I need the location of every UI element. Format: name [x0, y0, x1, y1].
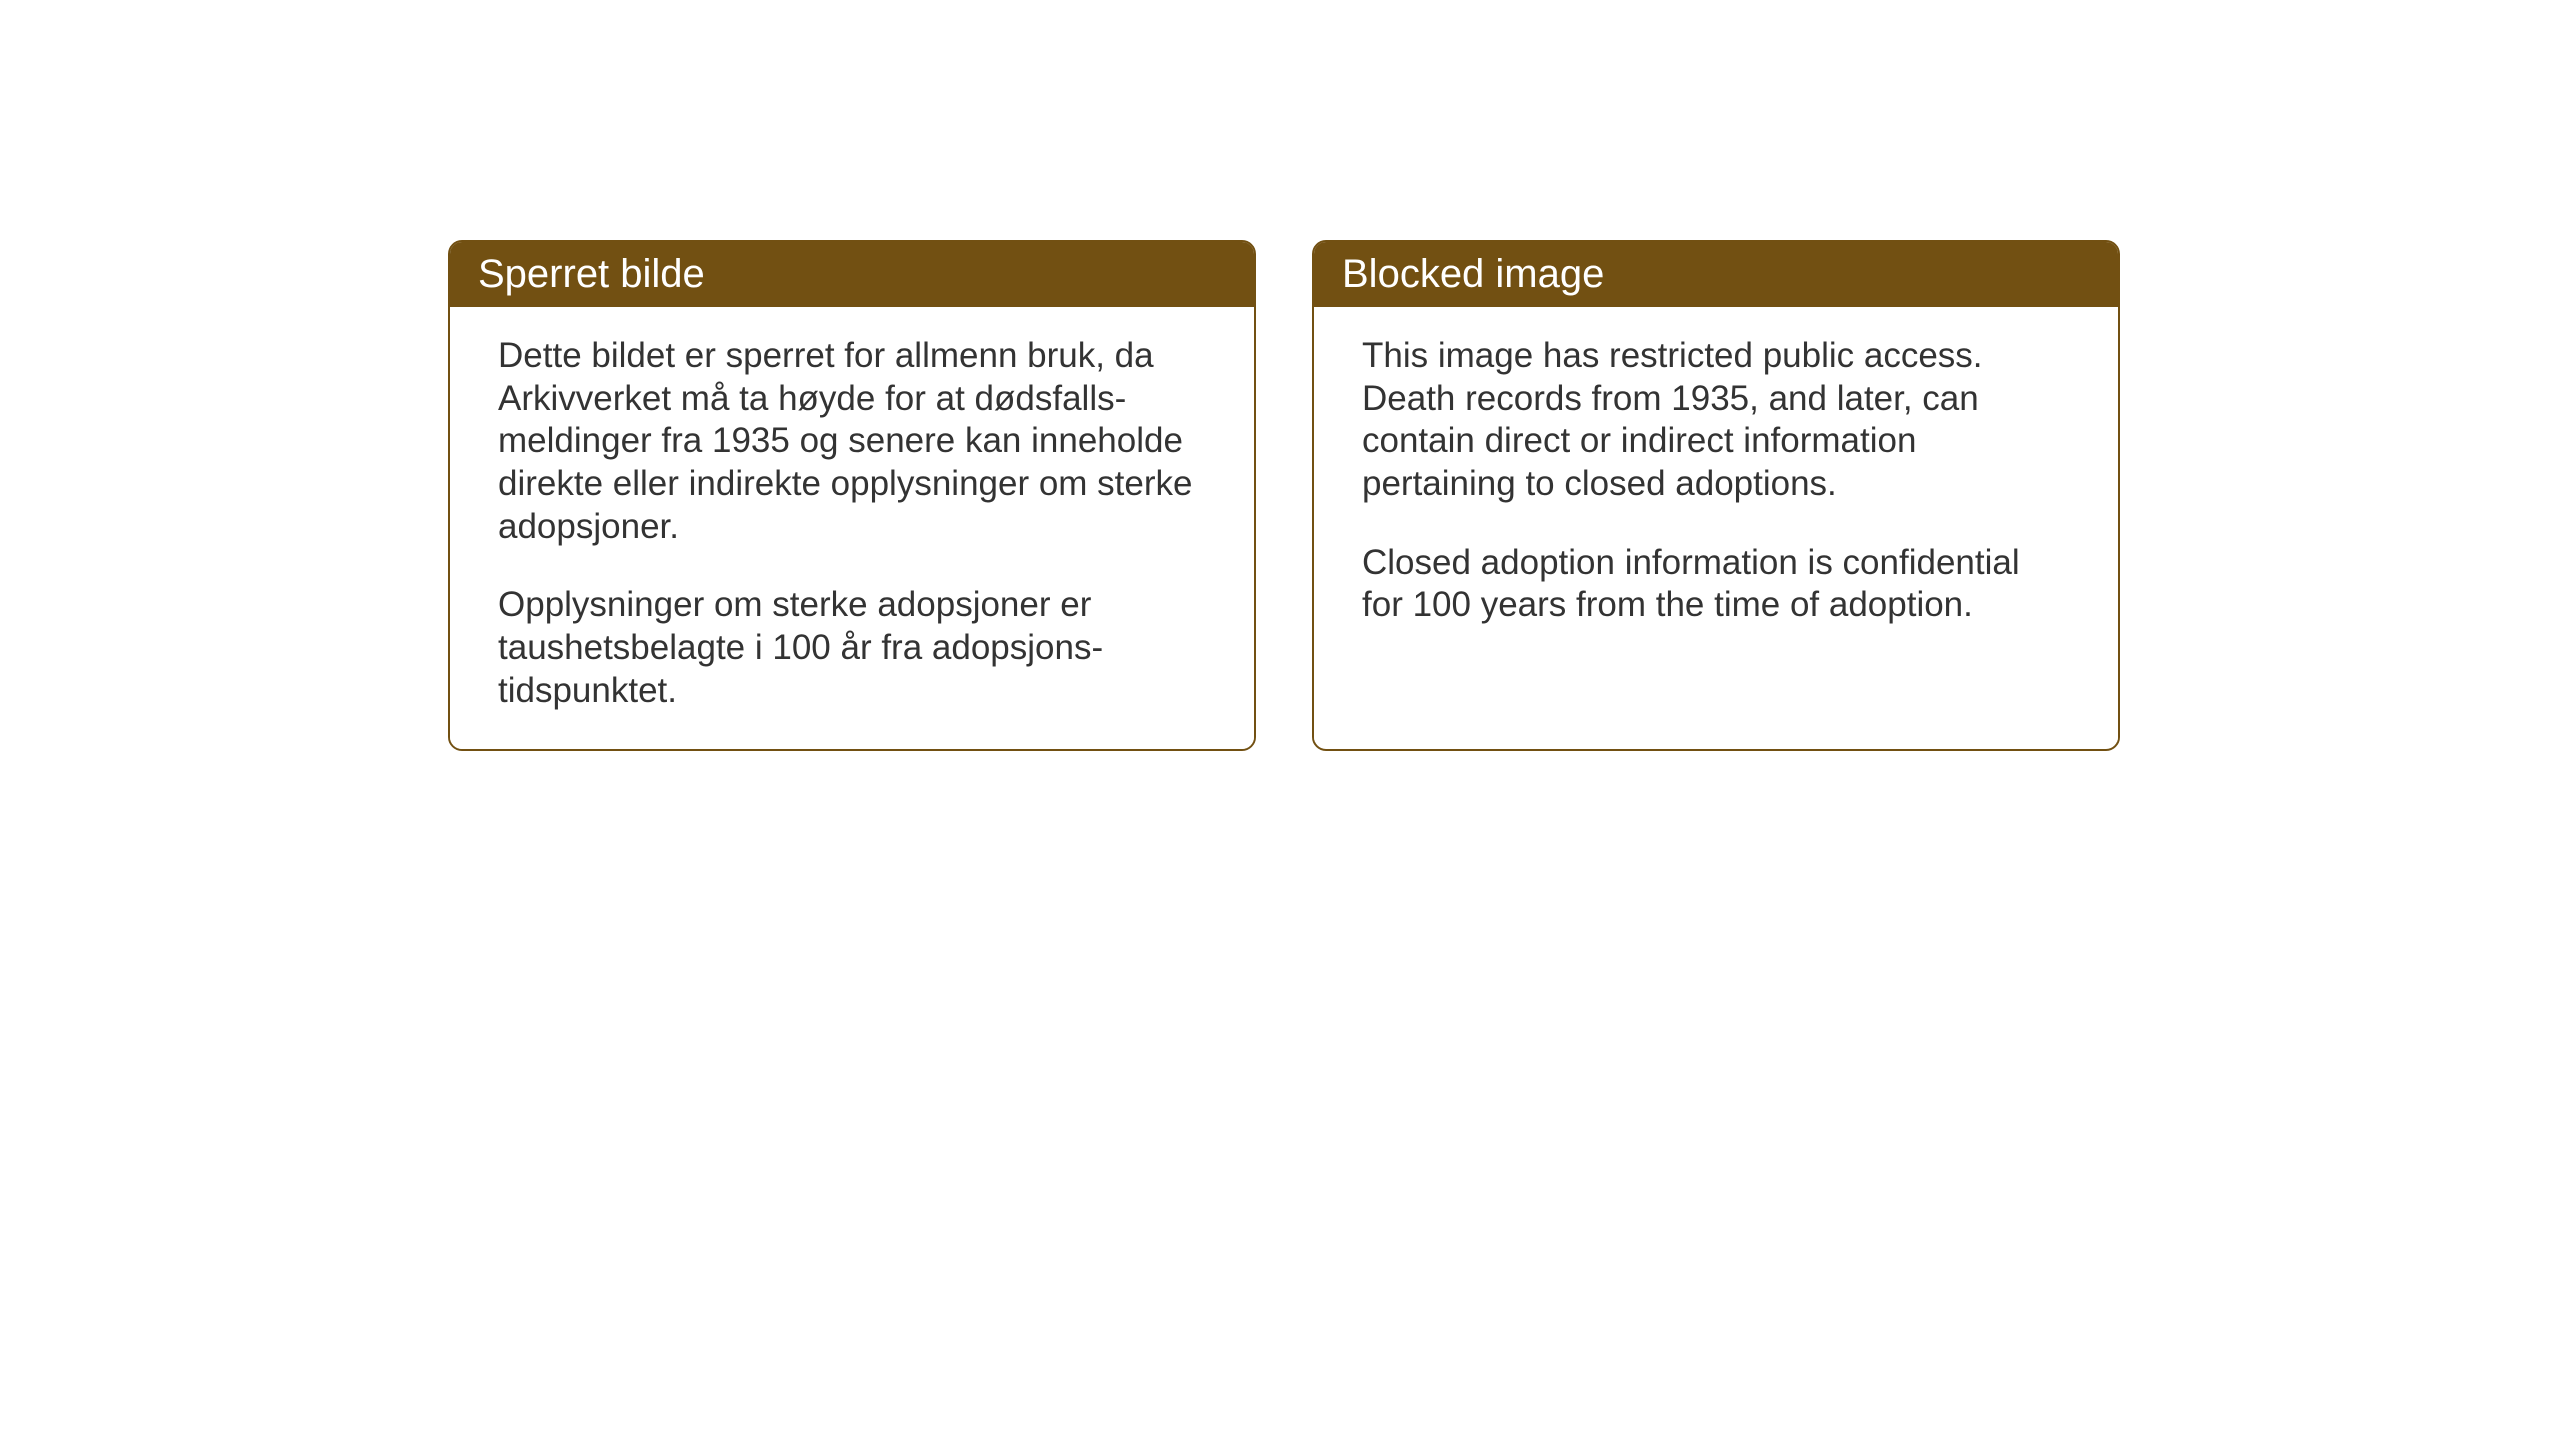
- english-paragraph-2: Closed adoption information is confident…: [1362, 542, 2070, 627]
- english-card-title: Blocked image: [1314, 242, 2118, 307]
- norwegian-notice-card: Sperret bilde Dette bildet er sperret fo…: [448, 240, 1256, 751]
- english-notice-card: Blocked image This image has restricted …: [1312, 240, 2120, 751]
- english-paragraph-1: This image has restricted public access.…: [1362, 335, 2070, 506]
- english-card-body: This image has restricted public access.…: [1314, 307, 2118, 742]
- norwegian-paragraph-1: Dette bildet er sperret for allmenn bruk…: [498, 335, 1206, 548]
- norwegian-card-title: Sperret bilde: [450, 242, 1254, 307]
- norwegian-paragraph-2: Opplysninger om sterke adopsjoner er tau…: [498, 584, 1206, 712]
- norwegian-card-body: Dette bildet er sperret for allmenn bruk…: [450, 307, 1254, 749]
- notice-container: Sperret bilde Dette bildet er sperret fo…: [448, 240, 2120, 751]
